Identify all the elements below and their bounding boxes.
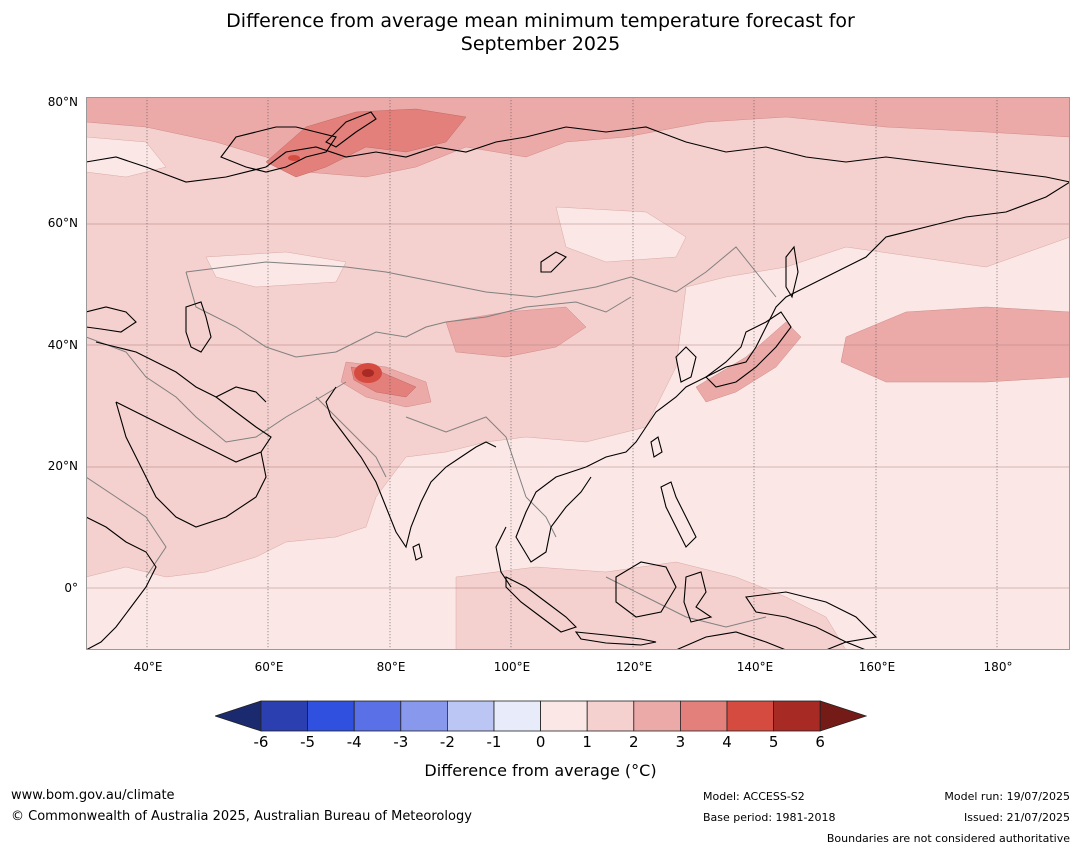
colorbar xyxy=(215,700,867,732)
colorbar-extend-low xyxy=(215,700,262,732)
lon-label-80e: 80°E xyxy=(376,660,406,674)
anomaly-band-2-3-mongolia xyxy=(445,306,587,358)
colorbar-tick-label: 2 xyxy=(629,733,639,751)
colorbar-tick-label: -2 xyxy=(439,733,455,751)
meridian-lines xyxy=(146,97,998,650)
colorbar-tick-label: 0 xyxy=(535,733,546,751)
colorbar-segment xyxy=(307,700,355,732)
footer-model: Model: ACCESS-S2 xyxy=(703,790,805,803)
colorbar-segment xyxy=(633,700,681,732)
anomaly-band-1-2-indonesia xyxy=(455,561,847,650)
lat-label-80n: 80°N xyxy=(47,95,78,109)
lat-label-20n: 20°N xyxy=(47,459,78,473)
forecast-map xyxy=(86,97,1070,650)
footer-website: www.bom.gov.au/climate xyxy=(11,788,175,803)
colorbar-tick-label: -3 xyxy=(393,733,409,751)
colorbar-tick-label: 1 xyxy=(582,733,592,751)
colorbar-tick-label: -4 xyxy=(346,733,362,751)
footer-model-run: Model run: 19/07/2025 xyxy=(944,790,1070,803)
colorbar-segment xyxy=(773,700,821,732)
footer-copyright: © Commonwealth of Australia 2025, Austra… xyxy=(11,809,472,824)
anomaly-band-0-1-mongolia xyxy=(205,251,347,288)
colorbar-segment xyxy=(260,700,308,732)
map-title-line1: Difference from average mean minimum tem… xyxy=(226,10,855,32)
lon-label-140e: 140°E xyxy=(736,660,774,674)
country-borders xyxy=(86,246,777,628)
footer-issued: Issued: 21/07/2025 xyxy=(963,811,1070,824)
colorbar-segments xyxy=(215,700,867,732)
lon-label-180: 180° xyxy=(983,660,1013,674)
lon-label-60e: 60°E xyxy=(254,660,284,674)
colorbar-label: Difference from average (°C) xyxy=(424,761,657,780)
colorbar-tick-label: 6 xyxy=(815,733,825,751)
lat-label-60n: 60°N xyxy=(47,216,78,230)
anomaly-band-2-3-pacific xyxy=(840,306,1070,383)
colorbar-tick-label: 5 xyxy=(768,733,779,751)
gridlines xyxy=(86,223,1070,589)
lat-label-0: 0° xyxy=(64,581,78,595)
colorbar-tick-label: -5 xyxy=(300,733,316,751)
lon-label-40e: 40°E xyxy=(133,660,163,674)
colorbar-segment xyxy=(400,700,448,732)
lat-label-40n: 40°N xyxy=(47,338,78,352)
map-title-line2: September 2025 xyxy=(460,33,621,55)
coastlines xyxy=(86,111,1070,650)
lon-label-100e: 100°E xyxy=(493,660,531,674)
colorbar-tick-label: -1 xyxy=(486,733,502,751)
colorbar-segment xyxy=(540,700,588,732)
lon-label-160e: 160°E xyxy=(858,660,896,674)
footer-disclaimer: Boundaries are not considered authoritat… xyxy=(826,832,1070,845)
anomaly-band-0-1-siberia xyxy=(555,206,687,263)
colorbar-segment xyxy=(353,700,402,732)
anomaly-band-5-6-hotspot xyxy=(362,369,374,377)
anomaly-band-3-4-scandinavia xyxy=(265,108,467,178)
colorbar-extend-high xyxy=(819,700,867,732)
colorbar-segment xyxy=(586,700,635,732)
colorbar-tick-label: 3 xyxy=(675,733,686,751)
colorbar-segment xyxy=(446,700,495,732)
colorbar-tick-label: -6 xyxy=(253,733,269,751)
footer-base-period: Base period: 1981-2018 xyxy=(703,811,836,824)
colorbar-segment xyxy=(493,700,541,732)
colorbar-segment xyxy=(726,700,774,732)
anomaly-band-4-5-scandinavia xyxy=(288,155,300,161)
colorbar-tick-label: 4 xyxy=(722,733,732,751)
lon-label-120e: 120°E xyxy=(615,660,653,674)
colorbar-segment xyxy=(679,700,728,732)
